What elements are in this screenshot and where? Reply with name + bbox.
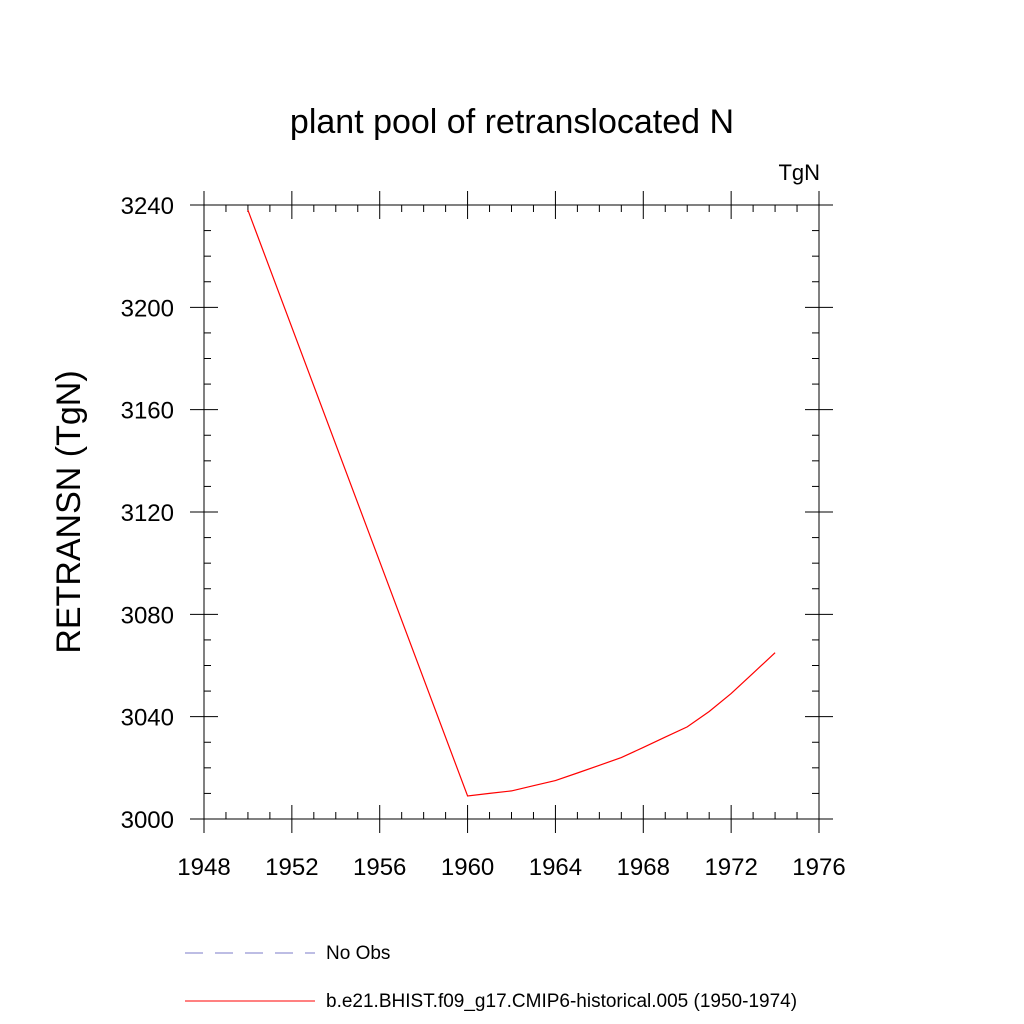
legend-label-obs: No Obs	[326, 943, 390, 964]
y-tick-label: 3120	[121, 500, 174, 527]
x-tick-label: 1960	[441, 854, 494, 881]
x-tick-label: 1956	[353, 854, 406, 881]
x-tick-label: 1972	[704, 854, 757, 881]
y-tick-label: 3240	[121, 193, 174, 220]
y-tick-label: 3160	[121, 398, 174, 425]
major-ticks	[190, 191, 833, 833]
chart-title: plant pool of retranslocated N	[290, 103, 734, 141]
x-tick-label: 1964	[529, 854, 582, 881]
y-tick-label: 3000	[121, 807, 174, 834]
series-layer	[247, 209, 776, 797]
legend-label-model: b.e21.BHIST.f09_g17.CMIP6-historical.005…	[326, 991, 797, 1012]
y-tick-label: 3080	[121, 602, 174, 629]
minor-ticks	[204, 205, 819, 819]
y-axis-label: RETRANSN (TgN)	[50, 370, 88, 653]
series-line-model	[247, 209, 776, 797]
x-tick-label: 1952	[265, 854, 318, 881]
y-tick-label: 3200	[121, 295, 174, 322]
tick-labels: 1948 1952 1956 1960 1964 1968 1972 1976 3000 3040…	[121, 193, 846, 881]
y-tick-label: 3040	[121, 705, 174, 732]
units-label: TgN	[778, 160, 820, 185]
x-tick-label: 1948	[177, 854, 230, 881]
legend: No Obs b.e21.BHIST.f09_g17.CMIP6-histori…	[185, 943, 797, 1012]
x-tick-label: 1976	[792, 854, 845, 881]
plot-frame	[203, 204, 820, 820]
x-tick-label: 1968	[617, 854, 670, 881]
